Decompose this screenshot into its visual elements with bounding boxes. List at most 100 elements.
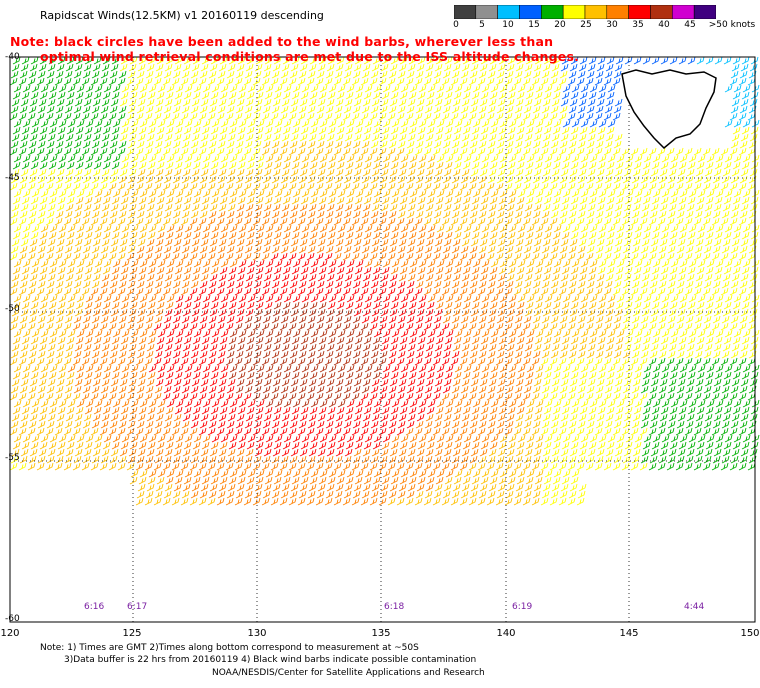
wind-barb [244, 175, 253, 184]
wind-barb [550, 245, 559, 254]
wind-barb [199, 105, 208, 114]
wind-barb [11, 133, 20, 142]
wind-barb [163, 140, 172, 149]
wind-barb [560, 448, 569, 457]
wind-barb [369, 77, 378, 86]
wind-barb [696, 231, 705, 240]
wind-barb [265, 294, 274, 303]
wind-barb [670, 189, 679, 198]
wind-barb [72, 392, 81, 401]
wind-barb [515, 98, 524, 107]
wind-barb [271, 490, 280, 499]
wind-barb [101, 308, 110, 317]
wind-barb [453, 231, 462, 240]
wind-barb [281, 133, 290, 142]
wind-barb [262, 175, 271, 184]
wind-barb [398, 203, 407, 212]
wind-barb [28, 350, 37, 359]
wind-barb [306, 427, 315, 436]
wind-barb [561, 406, 570, 415]
wind-barb [48, 126, 57, 135]
wind-barb [436, 364, 445, 373]
wind-barb [540, 287, 549, 296]
wind-barb [570, 406, 579, 415]
wind-barb [21, 406, 30, 415]
wind-barb [325, 210, 334, 219]
wind-barb [542, 203, 551, 212]
wind-barb [198, 147, 207, 156]
wind-barb [369, 217, 378, 226]
wind-barb [505, 70, 514, 79]
wind-barb [325, 245, 334, 254]
wind-barb [155, 483, 164, 492]
wind-barb [256, 259, 265, 268]
wind-barb [136, 490, 145, 499]
wind-barb [220, 84, 229, 93]
wind-barb [436, 84, 445, 93]
wind-barb [265, 399, 274, 408]
wind-barb [603, 357, 612, 366]
wind-barb [81, 77, 90, 86]
wind-barb [272, 343, 281, 352]
wind-barb [658, 175, 667, 184]
wind-barb [687, 266, 696, 275]
wind-barb [697, 434, 706, 443]
wind-barb [110, 413, 119, 422]
wind-barb [91, 350, 100, 359]
wind-barb [505, 315, 514, 324]
wind-barb [99, 112, 108, 121]
wind-barb [676, 385, 685, 394]
wind-barb [112, 84, 121, 93]
wind-barb [72, 287, 81, 296]
wind-barb [228, 301, 237, 310]
wind-barb [228, 91, 237, 100]
wind-barb [83, 168, 92, 177]
wind-barb [696, 196, 705, 205]
wind-barb [505, 420, 514, 429]
wind-barb [244, 70, 253, 79]
wind-barb [64, 105, 73, 114]
wind-barb [148, 154, 157, 163]
wind-barb [162, 322, 171, 331]
wind-barb [508, 154, 517, 163]
wind-barb [505, 175, 514, 184]
wind-barb [336, 371, 345, 380]
wind-barb [335, 98, 344, 107]
wind-barb [651, 231, 660, 240]
wind-barb [370, 280, 379, 289]
wind-barb [541, 210, 550, 219]
wind-barb [72, 182, 81, 191]
wind-barb [55, 280, 64, 289]
wind-barb [363, 161, 372, 170]
wind-barb [207, 392, 216, 401]
wind-barb [18, 322, 27, 331]
wind-barb [730, 70, 739, 79]
wind-barb [416, 133, 425, 142]
wind-barb [283, 189, 292, 198]
wind-barb [109, 315, 118, 324]
wind-barb [344, 308, 353, 317]
wind-barb [84, 406, 93, 415]
wind-barb [274, 259, 283, 268]
wind-barb [612, 427, 621, 436]
wind-barb [469, 350, 478, 359]
wind-barb [615, 371, 624, 380]
wind-barb [47, 343, 56, 352]
wind-barb [607, 364, 616, 373]
wind-barb [426, 126, 435, 135]
wind-barb [487, 175, 496, 184]
wind-barb [508, 259, 517, 268]
wind-barb [146, 168, 155, 177]
wind-barb [193, 189, 202, 198]
wind-barb [270, 357, 279, 366]
wind-barb [280, 280, 289, 289]
wind-barb [243, 252, 252, 261]
wind-barb [280, 210, 289, 219]
wind-barb [579, 301, 588, 310]
wind-barb [434, 273, 443, 282]
wind-barb [729, 182, 738, 191]
wind-barb [84, 196, 93, 205]
wind-barb [85, 364, 94, 373]
wind-barb [695, 203, 704, 212]
wind-barb [388, 70, 397, 79]
